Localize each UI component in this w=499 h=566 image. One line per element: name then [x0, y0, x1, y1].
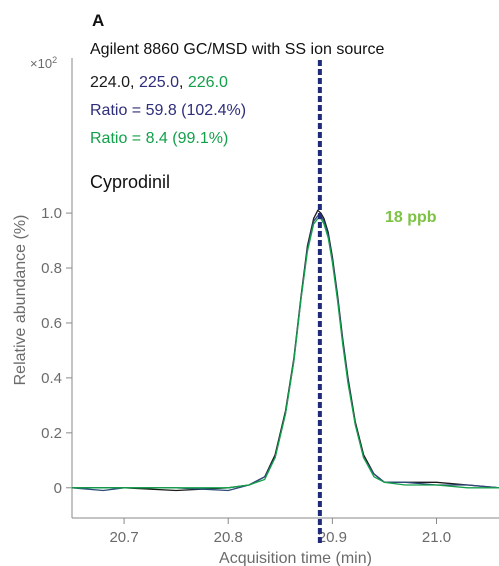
y-tick-label: 0.2	[41, 425, 62, 442]
series-line-1	[72, 209, 499, 492]
ion-label: 224.0	[90, 74, 130, 91]
panel-label: A	[92, 11, 104, 30]
y-tick-label: 0	[54, 480, 62, 497]
series-line-2	[71, 215, 499, 492]
x-axis-label: Acquisition time (min)	[219, 550, 372, 566]
y-tick-label: 0.6	[41, 315, 62, 332]
ion-label: 225.0	[139, 74, 179, 91]
y-tick-label: 0.4	[41, 370, 62, 387]
series-line-3	[72, 217, 499, 489]
y-axis-label: Relative abundance (%)	[12, 215, 29, 386]
x-tick-label: 20.8	[214, 529, 243, 546]
ion-label: 226.0	[188, 74, 228, 91]
ratio-label: Ratio = 8.4 (99.1%)	[90, 130, 228, 147]
chart-title: Agilent 8860 GC/MSD with SS ion source	[90, 41, 384, 58]
x-tick-label: 21.0	[422, 529, 451, 546]
y-tick-label: 0.8	[41, 260, 62, 277]
concentration-label: 18 ppb	[385, 209, 437, 226]
y-multiplier: ×102	[30, 55, 57, 71]
ion-legend: 224.0, 225.0, 226.0	[90, 74, 228, 91]
y-tick-label: 1.0	[41, 205, 62, 222]
x-tick-label: 20.9	[318, 529, 347, 546]
x-tick-label: 20.7	[109, 529, 138, 546]
ratio-label: Ratio = 59.8 (102.4%)	[90, 102, 246, 119]
compound-label: Cyprodinil	[90, 172, 170, 192]
